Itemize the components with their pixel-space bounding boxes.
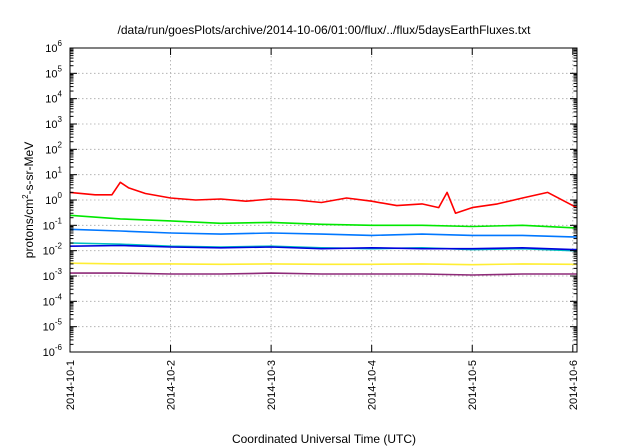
x-tick-label: 2014-10-4 [367,360,379,410]
y-tick-label: 104 [45,90,62,106]
y-tick-label: 10-6 [43,343,63,359]
y-tick-label: 103 [45,115,62,131]
y-tick-label: 106 [45,39,62,55]
y-axis-title: protons/cm2-s-sr-MeV [21,142,36,258]
grid [70,48,577,352]
series-line-5 [69,244,577,251]
x-tick-labels: 2014-10-1 2014-10-2 2014-10-3 2014-10-4 2014… [65,360,580,410]
series-lines [69,181,578,276]
series-line-3 [69,228,577,238]
axis-ticks [69,47,577,353]
series-line-1 [69,181,578,214]
x-axis-title: Coordinated Universal Time (UTC) [232,432,416,446]
y-tick-label: 102 [45,140,62,156]
y-tick-label: 10-2 [43,242,63,258]
y-tick-label: 10-3 [43,267,63,283]
series-line-6 [69,262,577,266]
x-tick-label: 2014-10-5 [467,360,479,410]
series-line-2 [69,214,577,229]
y-tick-label: 10-4 [43,292,63,308]
x-tick-label: 2014-10-3 [266,360,278,410]
x-tick-label: 2014-10-1 [65,360,77,410]
chart-title: /data/run/goesPlots/archive/2014-10-06/0… [118,23,532,37]
y-tick-label: 10-5 [43,318,63,334]
y-tick-label: 100 [45,191,62,207]
y-tick-labels: 10-6 10-5 10-4 10-3 10-2 10-1 100 101 102 103 104 1… [43,39,63,359]
y-tick-label: 10-1 [43,216,63,232]
y-tick-label: 105 [45,64,62,80]
x-tick-label: 2014-10-2 [166,360,178,410]
x-tick-label: 2014-10-6 [568,360,580,410]
y-tick-label: 101 [45,166,62,182]
series-line-7 [70,272,577,276]
